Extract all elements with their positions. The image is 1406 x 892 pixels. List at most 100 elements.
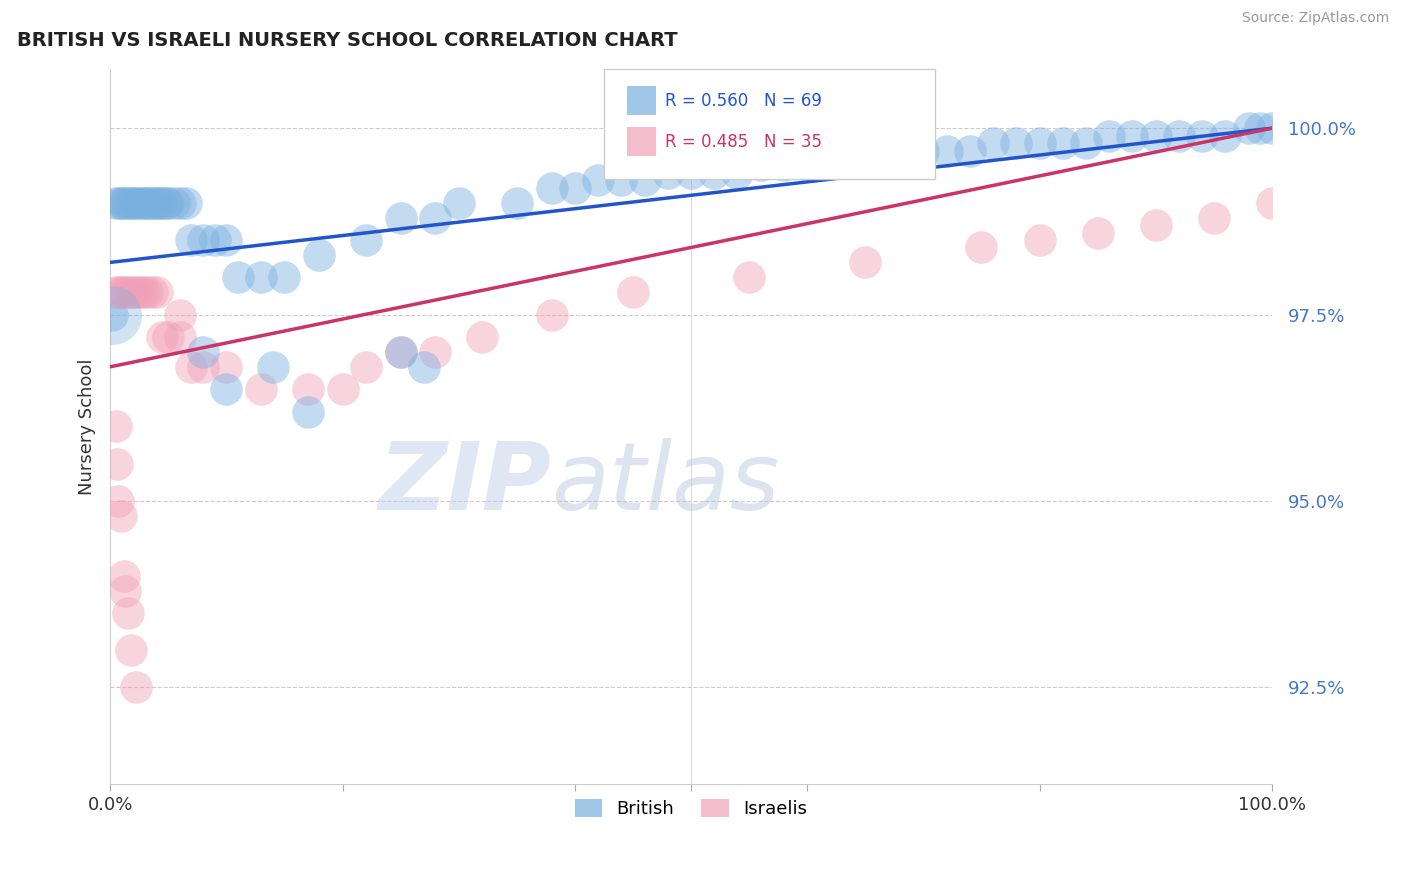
Point xyxy=(101,308,124,322)
Point xyxy=(540,308,562,322)
Point xyxy=(633,173,655,187)
Point xyxy=(141,285,163,300)
Point xyxy=(610,173,633,187)
Point xyxy=(117,195,139,210)
Point xyxy=(250,382,273,396)
Point xyxy=(143,195,166,210)
Point xyxy=(1144,128,1167,143)
Point xyxy=(1074,136,1097,150)
Point xyxy=(586,173,609,187)
Point xyxy=(108,195,131,210)
Point xyxy=(389,345,412,359)
Point xyxy=(108,285,131,300)
Point xyxy=(128,285,150,300)
Point xyxy=(191,359,214,374)
Point xyxy=(152,195,174,210)
Text: BRITISH VS ISRAELI NURSERY SCHOOL CORRELATION CHART: BRITISH VS ISRAELI NURSERY SCHOOL CORREL… xyxy=(17,31,678,50)
Point xyxy=(191,233,214,247)
Point xyxy=(215,233,238,247)
Point xyxy=(125,681,148,695)
Point xyxy=(471,330,494,344)
Point xyxy=(1261,195,1284,210)
Point xyxy=(157,330,180,344)
Point xyxy=(145,195,167,210)
Point xyxy=(1249,121,1271,136)
Point xyxy=(447,195,470,210)
Point xyxy=(621,285,644,300)
Point xyxy=(1087,226,1109,240)
Point xyxy=(354,359,377,374)
Point xyxy=(1028,136,1050,150)
Point xyxy=(180,359,202,374)
Legend: British, Israelis: British, Israelis xyxy=(568,792,814,825)
FancyBboxPatch shape xyxy=(627,87,657,115)
Point xyxy=(122,195,145,210)
Point xyxy=(853,255,876,269)
Point xyxy=(796,159,818,173)
Point xyxy=(389,345,412,359)
Point xyxy=(738,270,761,285)
Point xyxy=(912,144,935,158)
Point xyxy=(107,494,129,508)
Point xyxy=(120,643,142,657)
Point xyxy=(506,195,529,210)
Point xyxy=(226,270,249,285)
Point xyxy=(727,166,749,180)
Text: ZIP: ZIP xyxy=(378,438,551,530)
Point xyxy=(145,285,167,300)
Point xyxy=(1144,218,1167,232)
Point xyxy=(935,144,957,158)
Point xyxy=(101,308,124,322)
Point xyxy=(174,195,197,210)
Point xyxy=(121,285,143,300)
Point xyxy=(703,166,725,180)
Point xyxy=(1202,211,1225,225)
Point xyxy=(204,233,226,247)
Point xyxy=(148,195,170,210)
Text: R = 0.560   N = 69: R = 0.560 N = 69 xyxy=(665,92,823,110)
Point xyxy=(104,195,127,210)
Text: R = 0.485   N = 35: R = 0.485 N = 35 xyxy=(665,133,823,151)
Point xyxy=(169,330,191,344)
Point xyxy=(1191,128,1213,143)
Point xyxy=(139,195,162,210)
Point xyxy=(128,195,150,210)
Point xyxy=(131,285,153,300)
FancyBboxPatch shape xyxy=(627,128,657,156)
Point xyxy=(425,345,447,359)
Point xyxy=(136,195,159,210)
Point xyxy=(1215,128,1237,143)
Point xyxy=(842,151,865,165)
Point xyxy=(118,285,141,300)
Point xyxy=(564,181,586,195)
Point xyxy=(163,195,186,210)
Point xyxy=(1005,136,1028,150)
Point xyxy=(297,382,319,396)
Point xyxy=(773,159,796,173)
Point xyxy=(308,248,330,262)
Point xyxy=(114,285,136,300)
Point xyxy=(105,457,128,471)
Point xyxy=(1261,121,1284,136)
Point xyxy=(1098,128,1121,143)
Point xyxy=(111,285,134,300)
Point xyxy=(866,151,889,165)
FancyBboxPatch shape xyxy=(605,69,935,179)
Point xyxy=(180,233,202,247)
Point xyxy=(820,151,842,165)
Point xyxy=(1028,233,1050,247)
Point xyxy=(959,144,981,158)
Point xyxy=(136,285,159,300)
Point xyxy=(262,359,284,374)
Point xyxy=(112,568,135,582)
Point xyxy=(425,211,447,225)
Point xyxy=(191,345,214,359)
Point xyxy=(152,330,174,344)
Point xyxy=(125,285,148,300)
Point xyxy=(169,308,191,322)
Point xyxy=(540,181,562,195)
Point xyxy=(1052,136,1074,150)
Point xyxy=(657,166,679,180)
Text: atlas: atlas xyxy=(551,438,780,529)
Y-axis label: Nursery School: Nursery School xyxy=(79,359,96,495)
